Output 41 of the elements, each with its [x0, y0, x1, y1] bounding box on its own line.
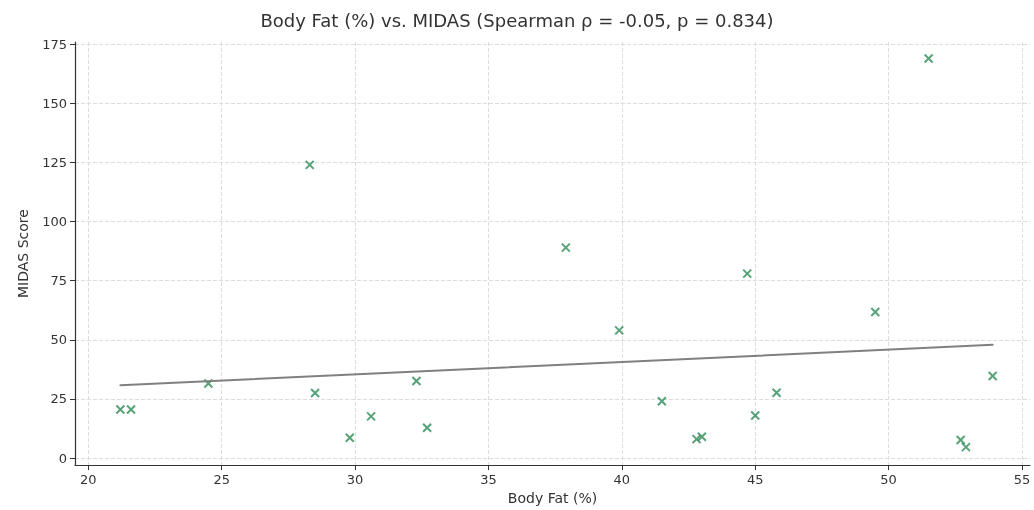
x-tick-label: 35 [480, 472, 497, 488]
y-tick-label: 25 [50, 391, 67, 407]
point [366, 411, 377, 422]
point [750, 410, 761, 421]
point [422, 422, 433, 433]
point [656, 396, 667, 407]
point [344, 432, 355, 443]
point [304, 159, 315, 170]
chart-title: Body Fat (%) vs. MIDAS (Spearman ρ = -0.05, p = 0.834) [260, 9, 774, 31]
x-tick-label: 45 [746, 472, 764, 488]
point [742, 268, 753, 279]
y-tick-label: 100 [42, 214, 67, 230]
point [126, 404, 137, 415]
y-tick-label: 0 [58, 450, 67, 466]
point [870, 306, 881, 317]
y-tick-label: 75 [50, 273, 67, 289]
point [203, 378, 214, 389]
y-tick-label: 175 [42, 36, 67, 52]
point [960, 442, 971, 453]
point [955, 435, 966, 446]
point [696, 431, 707, 442]
point [923, 53, 934, 64]
y-axis-title: MIDAS Score [15, 209, 31, 298]
y-tick-label: 150 [42, 95, 67, 111]
x-tick-label: 55 [1013, 472, 1031, 488]
point [771, 387, 782, 398]
x-tick-label: 40 [613, 472, 631, 488]
point [310, 388, 321, 399]
x-tick-label: 20 [80, 472, 97, 488]
x-tick-label: 50 [880, 472, 897, 488]
point [411, 375, 422, 386]
point [614, 325, 625, 336]
x-axis-title: Body Fat (%) [507, 490, 598, 506]
point [560, 242, 571, 253]
x-tick-label: 30 [346, 472, 364, 488]
y-tick-label: 125 [42, 155, 67, 171]
x-tick-label: 25 [213, 472, 230, 488]
point [115, 404, 126, 415]
point [691, 434, 702, 445]
y-tick-label: 50 [50, 332, 67, 348]
point [987, 370, 998, 381]
